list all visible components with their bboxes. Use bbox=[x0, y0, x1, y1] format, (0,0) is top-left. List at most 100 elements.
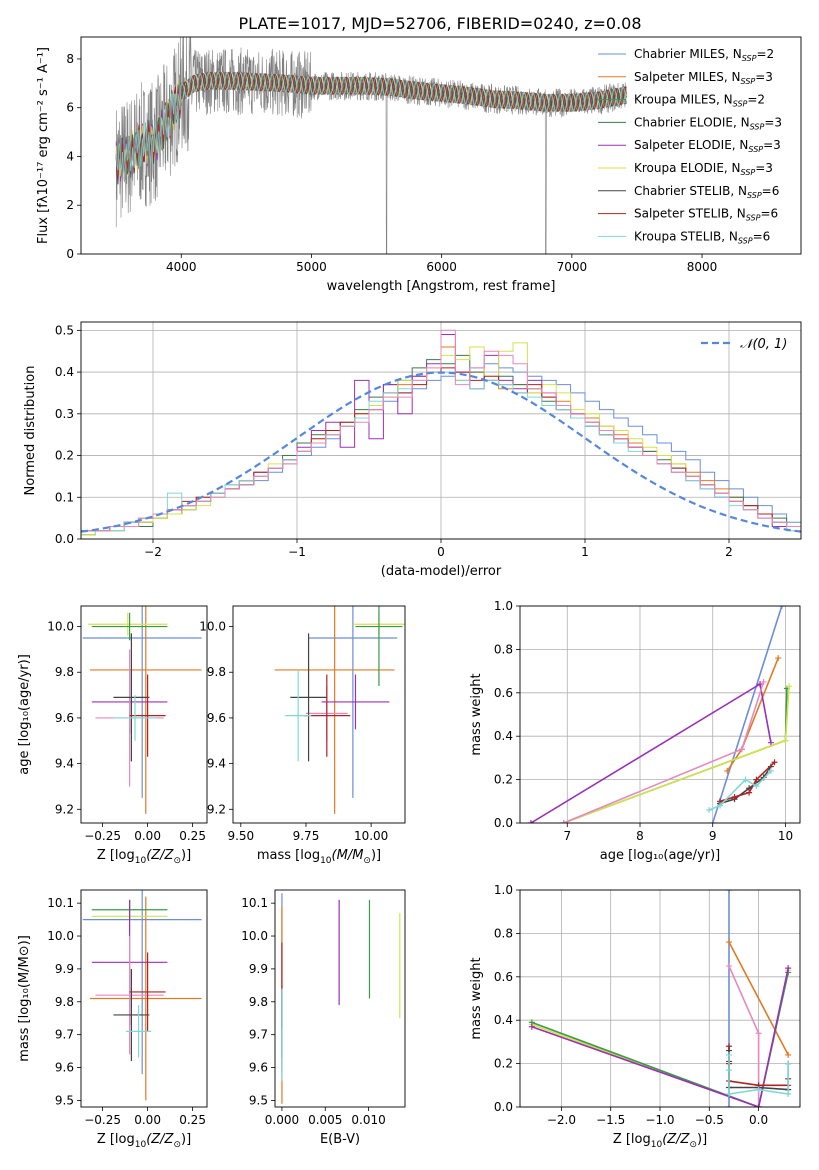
legend-suffix: =6 bbox=[760, 207, 778, 221]
y-tick-label: 9.4 bbox=[207, 757, 226, 771]
x-axis-label: Z [log10(Z/Z⊙)] bbox=[97, 848, 191, 866]
x-tick-label: 7 bbox=[563, 829, 571, 843]
weight-point bbox=[786, 683, 793, 690]
y-tick-label: 9.6 bbox=[55, 1061, 74, 1075]
weight-point bbox=[726, 1051, 733, 1058]
x-axis-label-part: mass [log bbox=[257, 848, 320, 863]
plot-layer: 4000 5000 6000 7000 8000 0 2 4 6 8 wavelength [Ang… bbox=[17, 36, 802, 1150]
y-tick-label: 9.6 bbox=[207, 711, 226, 725]
gaussian-curve bbox=[81, 371, 801, 533]
weight-point bbox=[746, 789, 753, 796]
x-tick-label: 0.0 bbox=[749, 1113, 768, 1127]
y-tick-label: 0.8 bbox=[494, 642, 513, 656]
y-tick-label: 0.2 bbox=[55, 449, 74, 463]
legend-label: Chabrier MILES, N bbox=[634, 47, 742, 61]
weight-point bbox=[731, 793, 738, 800]
x-axis-label-part: Z [log bbox=[97, 848, 135, 863]
weight-point bbox=[560, 820, 567, 823]
weight-vs-age-panel: 7 8 9 10 0.0 0.2 0.4 0.6 0.8 1.0 age [log₁₀(age/yr… bbox=[469, 599, 801, 863]
axes-frame bbox=[80, 889, 208, 1108]
y-tick-label: 9.6 bbox=[249, 1061, 268, 1075]
x-tick-label: −0.25 bbox=[84, 1113, 121, 1127]
weight-point bbox=[778, 606, 785, 609]
legend-sub: SSP bbox=[741, 168, 756, 177]
y-tick-label: 6 bbox=[66, 101, 74, 115]
legend-sub: SSP bbox=[733, 100, 748, 109]
error-point bbox=[91, 612, 168, 641]
x-axis-label-part: (Z/Z bbox=[146, 848, 174, 863]
histogram-series bbox=[81, 329, 801, 539]
x-axis-label: mass [log10(M/M⊙)] bbox=[257, 848, 381, 866]
x-tick-label: 0.000 bbox=[265, 1113, 299, 1127]
weight-point bbox=[785, 1060, 792, 1067]
weight-point bbox=[706, 806, 713, 813]
y-axis-label: mass weight bbox=[469, 957, 484, 1039]
legend-sub: SSP bbox=[748, 145, 763, 154]
x-axis-label: Z [log10(Z/Z⊙)] bbox=[613, 1132, 707, 1150]
axes-frame bbox=[232, 605, 406, 824]
weight-vs-age-plot-area bbox=[527, 606, 793, 823]
legend-label: Salpeter MILES, N bbox=[634, 70, 741, 84]
x-axis-label-part: 10 bbox=[135, 856, 147, 866]
model-spectrum bbox=[115, 71, 627, 182]
x-axis-label-part: Z [log bbox=[613, 1132, 651, 1147]
x-tick-label: −2.0 bbox=[547, 1113, 576, 1127]
weight-point bbox=[755, 1104, 762, 1107]
error-point bbox=[126, 1005, 152, 1058]
y-tick-label: 9.6 bbox=[55, 711, 74, 725]
legend-entry: Chabrier ELODIE, NSSP=3 bbox=[634, 115, 782, 131]
x-tick-label: 9 bbox=[709, 829, 717, 843]
x-tick-label: 0.00 bbox=[134, 1113, 161, 1127]
x-axis-label-part: ⊙ bbox=[173, 856, 181, 866]
weight-point bbox=[528, 1023, 535, 1030]
y-axis-label: Flux [fλ10⁻¹⁷ erg cm⁻² s⁻¹ A⁻¹] bbox=[36, 47, 51, 244]
x-axis-label: Z [log10(Z/Z⊙)] bbox=[97, 1132, 191, 1150]
y-tick-label: 4 bbox=[66, 149, 74, 163]
y-tick-label: 1.0 bbox=[494, 599, 513, 613]
x-tick-label: 0.010 bbox=[351, 1113, 385, 1127]
weight-series bbox=[531, 967, 789, 1107]
weight-point bbox=[726, 1090, 733, 1097]
mass-vs-ebv-plot-area bbox=[281, 893, 401, 1104]
weight-point bbox=[760, 678, 767, 685]
weight-series bbox=[719, 761, 776, 803]
model-spectrum bbox=[115, 71, 627, 182]
weight-point bbox=[785, 965, 792, 972]
error-point bbox=[355, 606, 403, 686]
legend-entry: 𝒩(0, 1) bbox=[740, 337, 787, 352]
legend-entry: Kroupa STELIB, NSSP=6 bbox=[634, 229, 770, 245]
legend-suffix: =3 bbox=[763, 138, 781, 152]
weight-point bbox=[753, 783, 760, 790]
y-axis-label: mass [log₁₀(M/M⊙)] bbox=[17, 935, 32, 1062]
model-spectrum bbox=[115, 71, 627, 182]
weight-point bbox=[738, 746, 745, 753]
y-tick-label: 10.1 bbox=[47, 896, 74, 910]
weight-point bbox=[785, 1090, 792, 1097]
y-tick-label: 0.4 bbox=[55, 365, 74, 379]
error-point bbox=[113, 633, 150, 762]
axes-frame bbox=[519, 889, 801, 1108]
legend-entry: Kroupa ELODIE, NSSP=3 bbox=[634, 161, 773, 177]
y-tick-label: 9.8 bbox=[55, 995, 74, 1009]
y-tick-label: 10.0 bbox=[47, 929, 74, 943]
observed-spectrum bbox=[115, 37, 627, 254]
legend-entry: Chabrier MILES, NSSP=2 bbox=[634, 47, 774, 63]
legend-label: Kroupa ELODIE, N bbox=[634, 161, 741, 175]
x-tick-label: 0.25 bbox=[179, 1113, 206, 1127]
y-tick-label: 10.0 bbox=[47, 620, 74, 634]
legend-entry: Chabrier STELIB, NSSP=6 bbox=[634, 184, 779, 200]
age-vs-mass-plot-area bbox=[274, 606, 405, 814]
age-vs-z-panel: −0.25 0.00 0.25 9.2 9.4 9.6 9.8 10.0 Z [log10(Z/… bbox=[17, 605, 208, 866]
x-axis-label-part: (Z/Z bbox=[146, 1132, 174, 1147]
y-tick-label: 0.1 bbox=[55, 490, 74, 504]
error-point bbox=[274, 606, 395, 814]
legend-suffix: =2 bbox=[756, 47, 774, 61]
x-tick-label: 9.50 bbox=[227, 829, 254, 843]
x-tick-label: 4000 bbox=[166, 260, 197, 274]
legend-label: Kroupa STELIB, N bbox=[634, 229, 738, 243]
legend-sub: SSP bbox=[742, 54, 757, 63]
x-axis-label-part: ⊙ bbox=[689, 1140, 697, 1150]
error-point bbox=[88, 612, 168, 636]
x-axis-label-part: )] bbox=[697, 1132, 707, 1147]
x-axis-label-part: ⊙ bbox=[363, 856, 371, 866]
